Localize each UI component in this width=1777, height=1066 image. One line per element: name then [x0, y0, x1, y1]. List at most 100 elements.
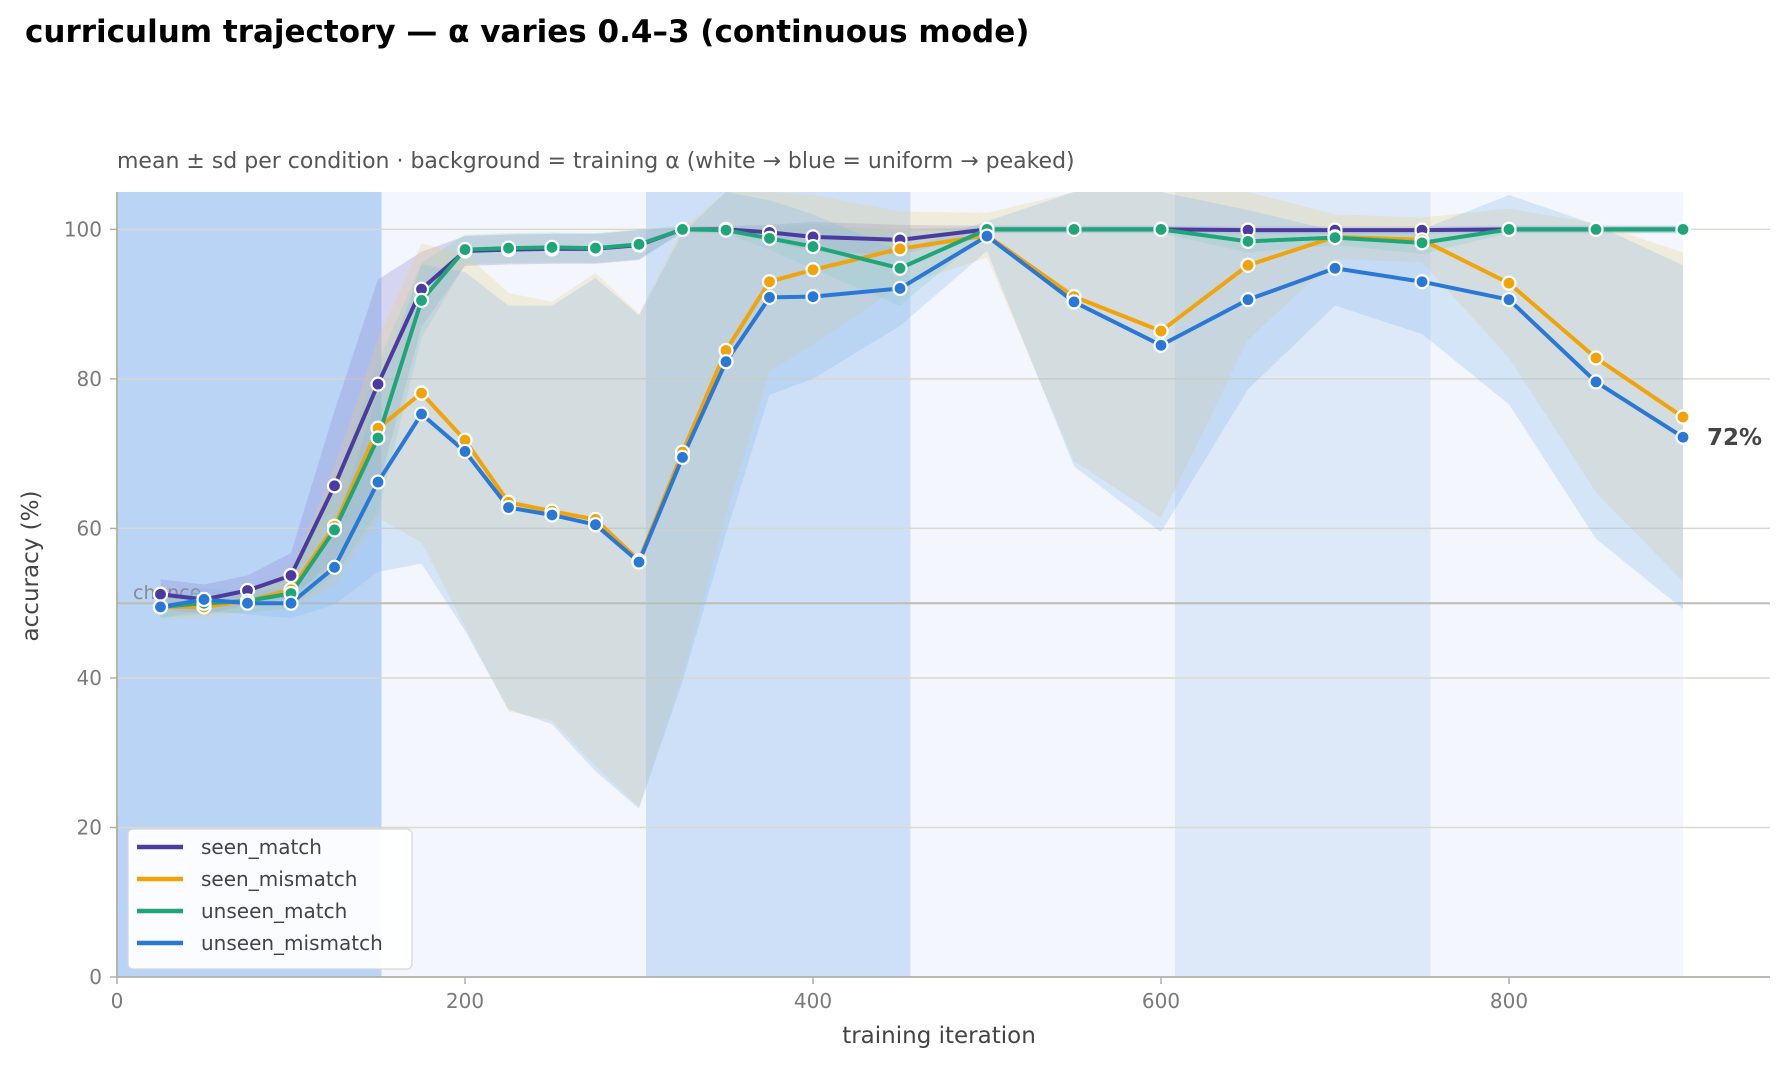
- unseen_mismatch-point: [892, 280, 908, 297]
- background-band-1: [381, 192, 646, 977]
- seen_mismatch-point: [1675, 409, 1691, 425]
- unseen_mismatch-point: [805, 289, 821, 305]
- end-value-label: 72%: [1707, 425, 1762, 451]
- unseen_mismatch-line: [160, 234, 1685, 609]
- unseen_mismatch-point: [413, 406, 430, 422]
- unseen_mismatch-point: [674, 449, 691, 466]
- x-tick-label: 400: [794, 989, 832, 1013]
- unseen_match-point: [326, 522, 343, 538]
- unseen_match-point: [587, 240, 604, 256]
- legend-label-seen_mismatch: seen_mismatch: [201, 867, 357, 891]
- unseen_mismatch-point: [1588, 374, 1604, 390]
- unseen_mismatch-point: [283, 595, 299, 611]
- x-tick-label: 200: [446, 989, 484, 1013]
- unseen_mismatch-point: [1153, 337, 1169, 353]
- unseen_mismatch-point: [718, 354, 734, 370]
- y-tick-label: 80: [77, 367, 102, 391]
- seen_mismatch-point: [805, 262, 821, 278]
- axes: 0 20 40 60 80 100 0 200 400 600 800: [64, 192, 1770, 1013]
- seen_mismatch-point: [892, 241, 908, 257]
- unseen_match-point: [1153, 221, 1169, 237]
- seen_match-point: [326, 478, 343, 494]
- unseen_mismatch-point: [239, 595, 256, 611]
- seen_mismatch-point: [1240, 257, 1256, 273]
- unseen_mismatch-point: [1675, 429, 1691, 445]
- background-bands: [117, 192, 1683, 977]
- legend-label-seen_match: seen_match: [201, 835, 322, 859]
- unseen_match-point: [1066, 221, 1082, 237]
- seen_mismatch-point: [413, 385, 430, 401]
- unseen_mismatch-point: [761, 289, 778, 306]
- unseen_mismatch-point: [370, 474, 386, 490]
- unseen_mismatch-point: [500, 499, 517, 516]
- unseen_match-point: [892, 260, 908, 276]
- x-tick-label: 600: [1142, 989, 1180, 1013]
- unseen_mismatch-point: [1066, 294, 1082, 310]
- unseen_mismatch-point: [457, 443, 473, 460]
- legend-box: [127, 828, 413, 970]
- seen_match-sd-band: [160, 221, 1683, 615]
- seen_mismatch-point: [1501, 275, 1517, 291]
- y-tick-label: 60: [77, 516, 102, 540]
- unseen_mismatch-point: [1414, 274, 1430, 290]
- legend-label-unseen_match: unseen_match: [201, 899, 347, 923]
- unseen_match-point: [1675, 221, 1691, 237]
- unseen_mismatch-point: [1501, 292, 1517, 308]
- x-tick-label: 800: [1490, 989, 1528, 1013]
- legend-label-unseen_mismatch: unseen_mismatch: [201, 931, 383, 955]
- unseen_mismatch-point: [196, 591, 212, 608]
- unseen_match-point: [1414, 235, 1430, 251]
- sd-bands: [160, 192, 1683, 809]
- unseen_match-point: [674, 221, 691, 237]
- unseen_match-point: [1588, 221, 1604, 237]
- unseen_mismatch-point: [1240, 292, 1256, 308]
- x-axis-label: training iteration: [842, 1023, 1036, 1049]
- unseen_mismatch-sd-band: [160, 192, 1683, 809]
- unseen_match-point: [457, 241, 473, 258]
- unseen_mismatch-point: [1327, 260, 1343, 276]
- legend: seen_match seen_mismatch unseen_matchunsee…: [127, 828, 413, 970]
- series-points: 72%: [152, 221, 1762, 615]
- unseen_mismatch-point: [326, 559, 343, 575]
- unseen_match-point: [805, 238, 821, 255]
- unseen_match-point: [761, 230, 778, 246]
- y-tick-label: 40: [77, 666, 102, 690]
- seen_mismatch-point: [761, 274, 778, 290]
- seen_mismatch-point: [1588, 350, 1604, 366]
- unseen_match-point: [370, 430, 386, 446]
- unseen_match-line: [160, 227, 1683, 609]
- seen_match-point: [283, 567, 299, 584]
- y-tick-label: 100: [64, 217, 102, 241]
- unseen_mismatch-point: [979, 228, 995, 244]
- seen_mismatch-point: [1153, 323, 1169, 339]
- seen_match-point: [370, 376, 386, 392]
- seen_mismatch-sd-band: [160, 192, 1683, 808]
- unseen_match-point: [500, 240, 517, 256]
- unseen_match-point: [1240, 233, 1256, 249]
- chart-title: curriculum trajectory — α varies 0.4–3 (…: [25, 14, 1030, 50]
- y-tick-label: 20: [77, 815, 102, 839]
- background-band-3: [910, 192, 1175, 977]
- chart-subtitle: mean ± sd per condition · background = t…: [117, 149, 1075, 174]
- y-axis-label: accuracy (%): [18, 491, 44, 642]
- series-lines: [160, 227, 1685, 609]
- unseen_match-point: [718, 222, 734, 238]
- unseen_match-point: [1501, 221, 1517, 237]
- seen_mismatch-line: [160, 233, 1685, 609]
- unseen_match-sd-band: [160, 224, 1683, 619]
- background-band-2: [645, 192, 911, 977]
- unseen_mismatch-point: [544, 507, 560, 523]
- unseen_mismatch-point: [631, 554, 647, 570]
- x-tick-label: 0: [111, 989, 124, 1013]
- unseen_match-point: [413, 292, 430, 309]
- background-band-4: [1174, 192, 1431, 977]
- unseen_match-point: [631, 236, 647, 252]
- unseen_mismatch-point: [152, 599, 169, 615]
- unseen_match-point: [544, 239, 560, 255]
- unseen_mismatch-point: [587, 517, 604, 533]
- grid-lines: chance: [117, 228, 1770, 829]
- y-tick-label: 0: [89, 965, 102, 989]
- seen_match-point: [152, 586, 169, 602]
- unseen_match-point: [1327, 230, 1343, 246]
